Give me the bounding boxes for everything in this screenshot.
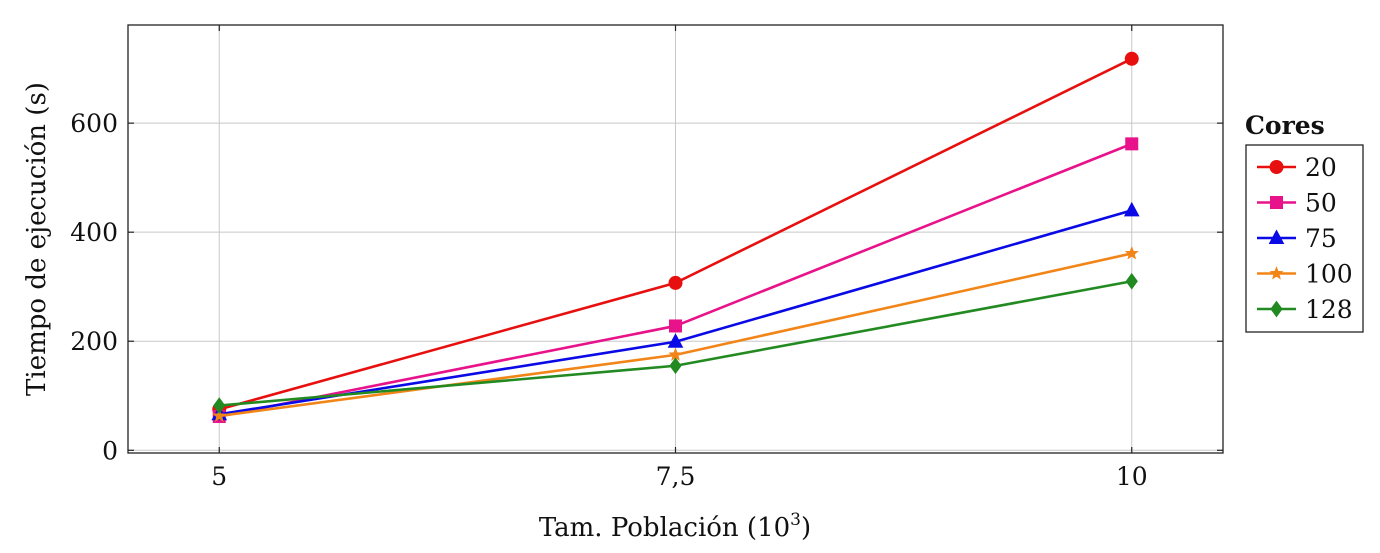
axis-ticks: 5 7,5 10 0 200 400 600 [70, 25, 1223, 491]
legend-entries: 20 50 75 100 128 [1257, 153, 1353, 324]
y-tick-label: 200 [70, 327, 118, 356]
data-point-75 [667, 333, 684, 348]
series-100 [212, 246, 1139, 422]
legend-label: 20 [1305, 153, 1337, 182]
data-point-128 [213, 397, 226, 414]
x-tick-label: 10 [1116, 462, 1148, 491]
legend-entry-20: 20 [1257, 153, 1337, 182]
legend-marker [1269, 266, 1284, 280]
x-tick-label: 7,5 [656, 462, 696, 491]
legend-label: 50 [1305, 189, 1337, 218]
data-point-128 [669, 357, 682, 375]
data-point-100 [212, 408, 227, 422]
data-point-75 [1123, 201, 1140, 217]
y-tick-label: 400 [70, 218, 118, 247]
data-point-20 [668, 275, 683, 290]
legend-marker [1270, 196, 1283, 209]
legend-marker [1268, 229, 1285, 244]
legend-label: 128 [1305, 295, 1353, 324]
data-point-50 [1125, 137, 1139, 151]
legend-entry-128: 128 [1257, 295, 1353, 324]
series-lines [211, 51, 1140, 423]
x-axis-label-superscript: 3 [790, 510, 801, 530]
data-point-50 [669, 319, 682, 333]
legend-entry-75: 75 [1257, 224, 1337, 253]
legend-marker [1270, 300, 1283, 318]
legend: Cores 20 50 75 100 128 [1245, 111, 1364, 333]
x-axis-label-suffix: ) [801, 513, 811, 543]
data-point-100 [1124, 246, 1139, 260]
legend-entry-50: 50 [1257, 189, 1337, 218]
legend-entry-100: 100 [1257, 260, 1353, 289]
series-75 [211, 201, 1140, 421]
series-128 [213, 272, 1138, 414]
data-point-20 [1124, 51, 1139, 66]
legend-marker [1269, 160, 1284, 174]
y-axis-label: Tiempo de ejecución (s) [22, 82, 52, 396]
legend-label: 100 [1305, 260, 1353, 289]
legend-title: Cores [1245, 111, 1325, 140]
legend-label: 75 [1305, 224, 1337, 253]
x-axis-label: Tam. Población (103) [539, 510, 811, 543]
y-tick-label: 0 [102, 436, 118, 465]
data-point-128 [1125, 272, 1138, 290]
y-tick-label: 600 [70, 109, 118, 138]
x-tick-label: 5 [211, 462, 227, 491]
x-axis-label-main: Tam. Población (10 [539, 513, 790, 543]
